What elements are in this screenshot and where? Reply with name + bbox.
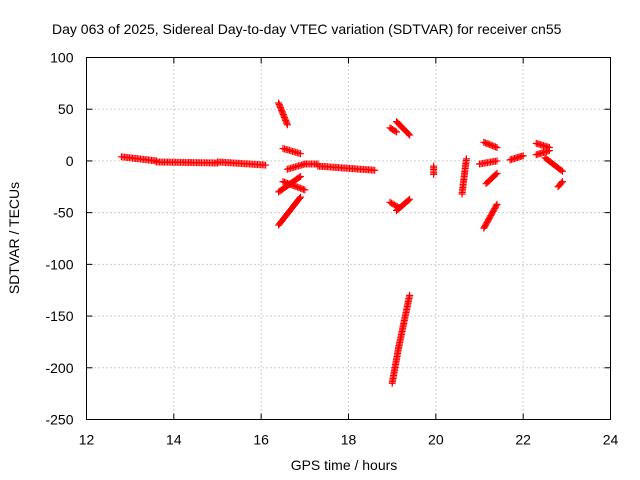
- data-point: [296, 150, 304, 158]
- plot-frame: [86, 57, 611, 420]
- y-tick-label: -200: [45, 360, 73, 376]
- data-point: [462, 155, 470, 163]
- y-tick-label: 0: [66, 153, 74, 169]
- y-tick-label: -50: [53, 205, 73, 221]
- data-point: [371, 166, 379, 174]
- y-tick-label: 50: [58, 101, 74, 117]
- x-tick-label: 18: [341, 432, 357, 448]
- data-point: [558, 178, 566, 186]
- x-tick-label: 14: [166, 432, 182, 448]
- data-point: [283, 121, 291, 129]
- data-point: [558, 167, 566, 175]
- data-point: [393, 128, 401, 136]
- data-point: [296, 172, 304, 180]
- x-tick-label: 22: [515, 432, 531, 448]
- data-point: [493, 200, 501, 208]
- data-point: [492, 170, 500, 178]
- data-point: [430, 170, 438, 178]
- x-tick-label: 24: [603, 432, 619, 448]
- data-point: [406, 291, 414, 299]
- y-tick-label: -250: [45, 412, 73, 428]
- y-tick-label: -150: [45, 308, 73, 324]
- data-point: [493, 143, 501, 151]
- y-tick-label: -100: [45, 256, 73, 272]
- data-point: [492, 202, 500, 210]
- data-point: [405, 130, 413, 138]
- data-point: [519, 152, 527, 160]
- x-axis-label: GPS time / hours: [291, 457, 398, 473]
- data-point: [406, 195, 414, 203]
- chart-title: Day 063 of 2025, Sidereal Day-to-day VTE…: [52, 21, 562, 37]
- data-points: [117, 99, 566, 387]
- x-tick-label: 16: [253, 432, 269, 448]
- data-point: [295, 194, 303, 202]
- data-point: [545, 143, 553, 151]
- data-point: [557, 166, 565, 174]
- x-tick-label: 12: [79, 432, 95, 448]
- data-point: [301, 186, 309, 194]
- x-tick-labels: 12 14 16 18 20 22 24: [79, 432, 619, 448]
- data-point: [557, 179, 565, 187]
- data-point: [391, 127, 399, 135]
- data-point: [493, 169, 501, 177]
- data-point: [404, 196, 412, 204]
- y-tick-labels: 100 50 0 -50 -100 -150 -200 -250: [45, 50, 73, 428]
- x-tick-label: 20: [428, 432, 444, 448]
- data-point: [406, 131, 414, 139]
- grid-lines: [86, 57, 611, 420]
- y-axis-label: SDTVAR / TECUs: [6, 182, 22, 294]
- data-point: [493, 157, 501, 165]
- y-tick-label: 100: [50, 50, 74, 66]
- data-point: [296, 193, 304, 201]
- data-point: [295, 173, 303, 181]
- data-point: [262, 161, 270, 169]
